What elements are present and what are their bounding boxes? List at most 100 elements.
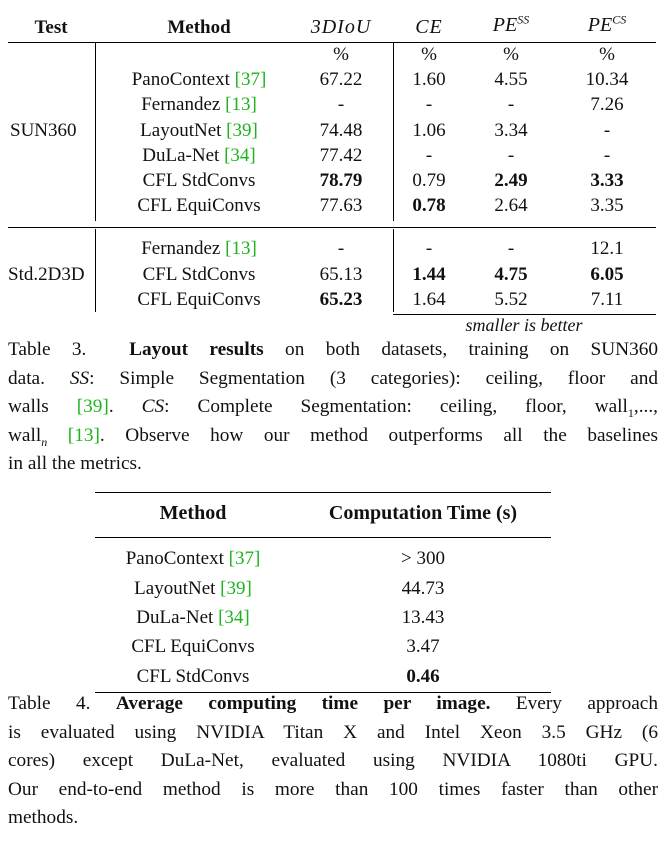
method-cell: LayoutNet [39]: [140, 120, 258, 141]
value-cell: -: [425, 238, 433, 259]
header-pe-ss: PESS: [492, 12, 530, 36]
citation-link[interactable]: [13]: [225, 94, 257, 115]
citation-link[interactable]: [39]: [76, 396, 109, 417]
citation-link[interactable]: [37]: [234, 69, 267, 90]
caption-line: Our end-to-end method is more than 100 t…: [8, 778, 658, 800]
table3-vertical-rule-right: [393, 43, 394, 221]
header-computation-time: Computation Time (s): [328, 502, 518, 524]
caption-line: in all the metrics.: [8, 453, 142, 474]
smaller-is-better-note: smaller is better: [465, 315, 583, 335]
value-cell: -: [507, 238, 515, 259]
time-cell-best: 0.46: [406, 666, 440, 687]
citation-link[interactable]: [39]: [220, 578, 252, 599]
time-cell: 3.47: [406, 636, 440, 657]
value-cell: 5.52: [494, 289, 528, 310]
value-cell: 0.79: [412, 170, 446, 191]
caption-line: walls [39]. CS: Complete Segmentation: c…: [8, 396, 658, 420]
unit-pe-cs: %: [599, 44, 615, 65]
value-cell: -: [425, 94, 433, 115]
value-cell: 2.64: [494, 195, 528, 216]
value-cell: 1.64: [412, 289, 446, 310]
value-cell: 1.60: [412, 69, 446, 90]
value-cell: 74.48: [319, 120, 363, 141]
citation-link[interactable]: [13]: [67, 424, 100, 446]
value-cell: 77.63: [319, 195, 363, 216]
note-rule: [393, 314, 656, 315]
value-cell-best: 2.49: [494, 170, 528, 191]
table4-caption: Table 4. Average computing time per imag…: [8, 690, 658, 833]
table4-bottom-rule: [95, 692, 551, 693]
value-cell: 77.42: [319, 145, 363, 166]
table3-caption: Table 3. Layout results on both datasets…: [8, 336, 658, 479]
citation-link[interactable]: [13]: [225, 238, 257, 259]
citation-link[interactable]: [34]: [218, 607, 250, 628]
table3-group-rule: [8, 227, 656, 228]
value-cell: 7.11: [590, 289, 624, 310]
value-cell: 65.13: [319, 264, 363, 285]
unit-pe-ss: %: [503, 44, 519, 65]
value-cell: 67.22: [319, 69, 363, 90]
caption-line: methods.: [8, 807, 79, 828]
method-cell: CFL StdConvs: [136, 666, 250, 687]
caption-line: Table 4. Average computing time per imag…: [8, 693, 658, 714]
table3-vertical-rule-left: [95, 43, 96, 221]
value-cell: -: [603, 120, 611, 141]
method-cell: CFL StdConvs: [142, 170, 256, 191]
citation-link[interactable]: [37]: [228, 548, 261, 569]
value-cell-best: 6.05: [590, 264, 624, 285]
caption-line: is evaluated using NVIDIA Titan X and In…: [8, 721, 658, 743]
value-cell-best: 4.75: [494, 264, 528, 285]
citation-link[interactable]: [39]: [226, 120, 258, 141]
value-cell: -: [603, 145, 611, 166]
time-cell: > 300: [401, 548, 445, 569]
table3-header-rule: [8, 42, 656, 43]
value-cell: 3.35: [590, 195, 624, 216]
method-cell: PanoContext [37]: [131, 69, 267, 90]
table4-header-rule: [95, 537, 551, 538]
header-ce: CE: [415, 16, 443, 38]
header-method: Method: [159, 502, 227, 524]
value-cell: -: [507, 94, 515, 115]
caption-line: walln [13]. Observe how our method outpe…: [8, 424, 658, 449]
group-label-std2d3d: Std.2D3D: [8, 264, 85, 285]
method-cell: LayoutNet [39]: [134, 578, 252, 599]
table3-vertical-rule-left: [95, 229, 96, 312]
value-cell-best: 0.78: [412, 195, 446, 216]
method-cell: Fernandez [13]: [141, 238, 257, 259]
value-cell: -: [425, 145, 433, 166]
value-cell: 10.34: [585, 69, 629, 90]
citation-link[interactable]: [34]: [224, 145, 256, 166]
value-cell: -: [337, 238, 345, 259]
unit-ce: %: [421, 44, 437, 65]
value-cell: 4.55: [494, 69, 528, 90]
method-cell: CFL StdConvs: [142, 264, 256, 285]
table3-vertical-rule-right: [393, 229, 394, 312]
value-cell: 1.06: [412, 120, 446, 141]
value-cell: 12.1: [590, 238, 624, 259]
time-cell: 44.73: [401, 578, 445, 599]
table4-top-rule: [95, 492, 551, 493]
value-cell-best: 3.33: [590, 170, 624, 191]
value-cell: 3.34: [494, 120, 528, 141]
method-cell: Fernandez [13]: [141, 94, 257, 115]
value-cell: 7.26: [590, 94, 624, 115]
header-pe-cs: PECS: [587, 12, 627, 36]
method-cell: CFL EquiConvs: [137, 195, 261, 216]
value-cell-best: 1.44: [412, 264, 446, 285]
header-test: Test: [34, 17, 68, 38]
method-cell: CFL EquiConvs: [131, 636, 255, 657]
value-cell-best: 78.79: [319, 170, 363, 191]
value-cell: -: [507, 145, 515, 166]
caption-line: cores) except DuLa-Net, evaluated using …: [8, 750, 658, 771]
caption-line: data. SS: Simple Segmentation (3 categor…: [8, 367, 659, 389]
method-cell: PanoContext [37]: [125, 548, 261, 569]
caption-line: Table 3. Layout results on both datasets…: [8, 339, 659, 360]
value-cell-best: 65.23: [319, 289, 363, 310]
method-cell: CFL EquiConvs: [137, 289, 261, 310]
header-3diou: 3DIoU: [310, 16, 372, 38]
unit-3diou: %: [333, 44, 349, 65]
method-cell: DuLa-Net [34]: [136, 607, 250, 628]
header-method: Method: [167, 17, 231, 38]
method-cell: DuLa-Net [34]: [142, 145, 256, 166]
group-label-sun360: SUN360: [10, 120, 77, 141]
